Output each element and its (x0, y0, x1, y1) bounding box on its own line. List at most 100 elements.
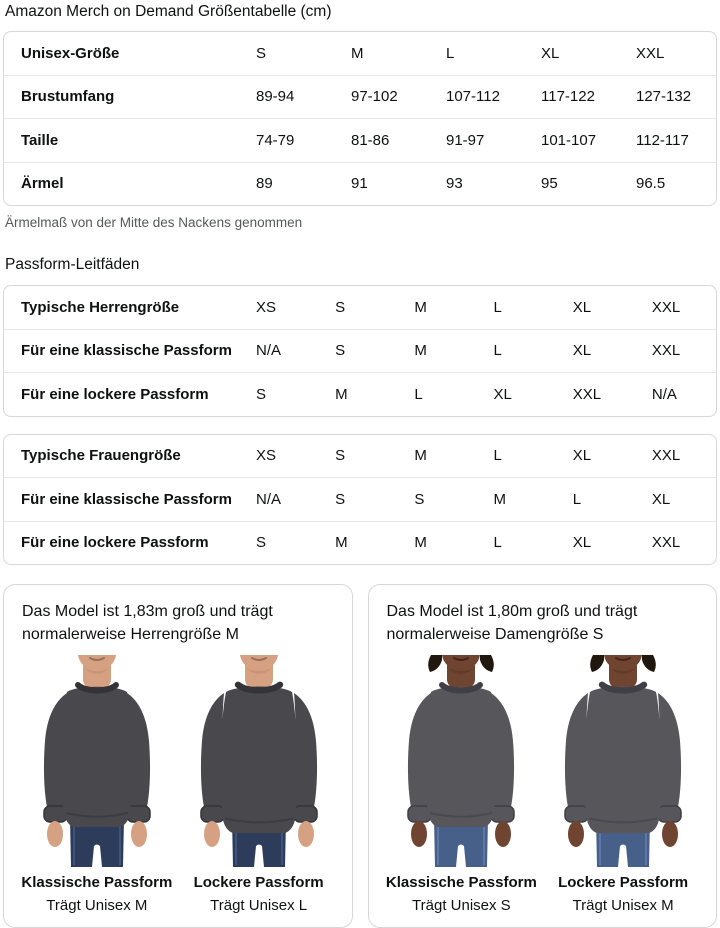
size-cell: XL (572, 534, 592, 552)
size-cell: 112-117 (636, 131, 689, 149)
model-card-men: Das Model ist 1,83m groß und trägt norma… (3, 584, 353, 928)
size-cell: XL (493, 385, 512, 403)
table-row: Für eine klassische Passform N/A S M L X… (4, 328, 716, 373)
model-description: Das Model ist 1,80m groß und trägt norma… (386, 603, 638, 643)
figure-size-label: Trägt Unisex S (412, 897, 511, 914)
size-cell: S (256, 534, 267, 552)
row-label: Für eine lockere Passform (21, 385, 209, 403)
size-cell: S (414, 490, 425, 508)
table-row: Unisex-Größe S M L XL XXL (4, 32, 716, 75)
table-row: Für eine klassische Passform N/A S S M L… (4, 477, 716, 521)
row-label: Für eine lockere Passform (21, 534, 209, 552)
table-row: Ärmel 89 91 93 95 96.5 (4, 161, 716, 206)
figure-fit-label: Lockere Passform (193, 874, 324, 891)
size-cell: S (335, 342, 346, 360)
table-row: Brustumfang 89-94 97-102 107-112 117-122… (4, 74, 716, 119)
size-cell: M (414, 447, 427, 465)
model-card-women: Das Model ist 1,80m groß und trägt norma… (367, 584, 717, 928)
model-figure: Klassische Passform Trägt Unisex S (381, 655, 543, 915)
size-cell: 91-97 (446, 131, 485, 149)
size-cell: M (493, 490, 507, 508)
size-cell: L (446, 44, 455, 62)
size-cell: M (335, 385, 348, 403)
size-cell: XL (541, 44, 560, 62)
model-figure: Lockere Passform Trägt Unisex M (542, 655, 704, 915)
row-label: Typische Herrengröße (21, 298, 180, 316)
size-cell: M (414, 298, 427, 316)
size-cell: 89 (256, 175, 273, 193)
size-cell: N/A (651, 385, 677, 403)
size-cell: S (256, 44, 267, 62)
size-cell: 93 (446, 175, 463, 193)
model-photo-women-classic (381, 655, 541, 867)
size-cell: XL (651, 490, 671, 508)
size-table: Unisex-Größe S M L XL XXL Brustumfang 89… (3, 31, 717, 206)
table-row: Typische Frauengröße XS S M L XL XXL (4, 435, 716, 478)
size-cell: M (414, 534, 427, 552)
size-cell: 95 (541, 175, 558, 193)
page-title: Amazon Merch on Demand Größentabelle (cm… (5, 3, 332, 20)
figure-size-label: Trägt Unisex M (572, 897, 674, 914)
table-row: Typische Herrengröße XS S M L XL XXL (4, 286, 716, 329)
size-cell: L (572, 490, 582, 508)
size-cell: S (335, 490, 346, 508)
size-cell: XL (572, 447, 592, 465)
size-cell: 117-122 (541, 88, 595, 106)
model-photo-women-loose (543, 655, 703, 867)
size-cell: 101-107 (541, 131, 597, 149)
model-figure: Klassische Passform Trägt Unisex M (16, 655, 178, 915)
size-cell: M (414, 342, 427, 360)
row-label: Brustumfang (21, 88, 115, 106)
size-cell: L (414, 385, 423, 403)
figures-row: Klassische Passform Trägt Unisex M Locke… (16, 655, 340, 915)
size-cell: XXL (651, 298, 681, 316)
row-label: Typische Frauengröße (21, 447, 181, 465)
size-cell: N/A (256, 490, 282, 508)
size-cell: XL (572, 298, 592, 316)
row-label: Für eine klassische Passform (21, 342, 232, 360)
size-cell: S (335, 447, 346, 465)
size-cell: XS (256, 447, 277, 465)
size-cell: XXL (636, 44, 665, 62)
size-cell: N/A (256, 342, 282, 360)
fit-guides-title: Passform-Leitfäden (5, 256, 140, 273)
size-cell: 127-132 (636, 88, 692, 106)
size-cell: 97-102 (351, 88, 398, 106)
size-cell: XS (256, 298, 277, 316)
model-cards: Das Model ist 1,83m groß und trägt norma… (3, 584, 717, 928)
row-label: Unisex-Größe (21, 44, 120, 62)
size-cell: XL (572, 342, 592, 360)
model-figure: Lockere Passform Trägt Unisex L (178, 655, 340, 915)
model-photo-men-loose (179, 655, 339, 867)
figure-fit-label: Lockere Passform (558, 874, 689, 891)
size-cell: L (493, 447, 502, 465)
size-cell: S (256, 385, 267, 403)
figure-size-label: Trägt Unisex M (46, 897, 148, 914)
size-cell: XXL (651, 342, 681, 360)
size-cell: L (493, 298, 502, 316)
fit-guide-table-men: Typische Herrengröße XS S M L XL XXL Für… (3, 285, 717, 417)
row-label: Ärmel (21, 175, 64, 193)
size-cell: 81-86 (351, 131, 390, 149)
size-cell: L (493, 342, 502, 360)
size-cell: XXL (651, 447, 681, 465)
size-cell: M (351, 44, 364, 62)
size-cell: XXL (651, 534, 681, 552)
size-cell: XXL (572, 385, 602, 403)
table-row: Taille 74-79 81-86 91-97 101-107 112-117 (4, 118, 716, 162)
size-cell: M (335, 534, 348, 552)
size-cell: 74-79 (256, 131, 295, 149)
sleeve-note: Ärmelmaß von der Mitte des Nackens genom… (5, 215, 303, 230)
figure-size-label: Trägt Unisex L (210, 897, 308, 914)
table-row: Für eine lockere Passform S M M L XL XXL (4, 520, 716, 565)
size-cell: S (335, 298, 346, 316)
row-label: Für eine klassische Passform (21, 490, 232, 508)
size-cell: L (493, 534, 502, 552)
row-label: Taille (21, 131, 59, 149)
model-description: Das Model ist 1,83m groß und trägt norma… (22, 603, 273, 643)
figures-row: Klassische Passform Trägt Unisex S Locke… (381, 655, 705, 915)
size-cell: 96.5 (636, 175, 666, 193)
figure-fit-label: Klassische Passform (385, 874, 537, 891)
model-photo-men-classic (17, 655, 177, 867)
